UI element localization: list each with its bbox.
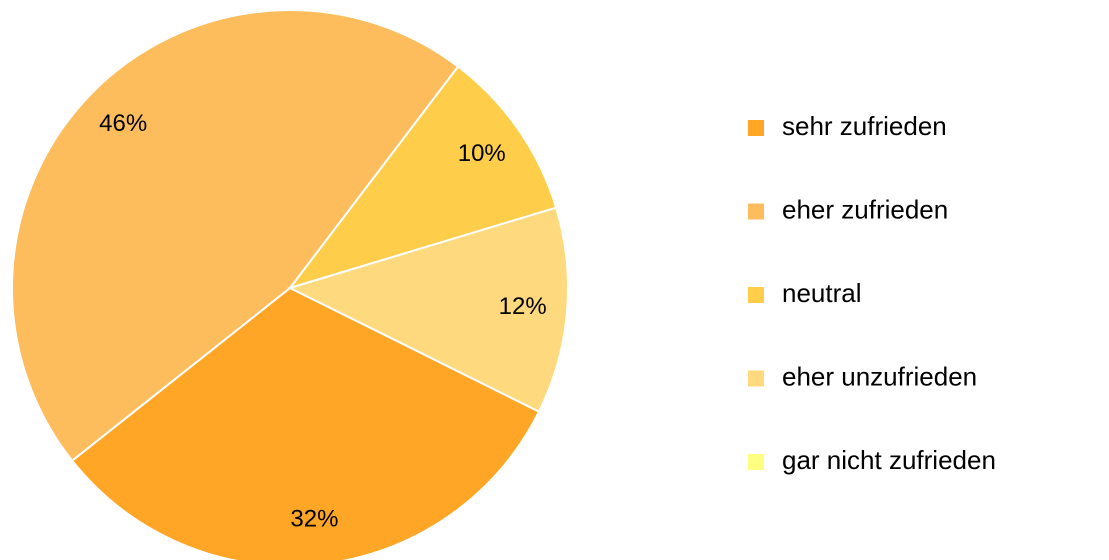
legend-label: eher zufrieden — [782, 194, 948, 224]
pie-slice — [70, 286, 541, 560]
legend-label: sehr zufrieden — [782, 111, 947, 141]
pie-slice — [287, 65, 558, 290]
legend-swatch — [748, 120, 764, 136]
legend-swatch — [748, 454, 764, 470]
legend-swatch — [748, 287, 764, 303]
legend-label: neutral — [782, 278, 862, 308]
data-label: 46% — [99, 110, 147, 137]
legend-swatch — [748, 203, 764, 220]
data-label: 12% — [499, 293, 547, 320]
pie-slice — [287, 206, 569, 413]
data-label: 32% — [290, 506, 338, 533]
legend-label: eher unzufrieden — [782, 361, 977, 391]
pie-slice — [11, 8, 460, 463]
legend-label: gar nicht zufrieden — [782, 445, 996, 475]
legend-swatch — [748, 370, 764, 387]
data-label: 10% — [458, 140, 506, 167]
